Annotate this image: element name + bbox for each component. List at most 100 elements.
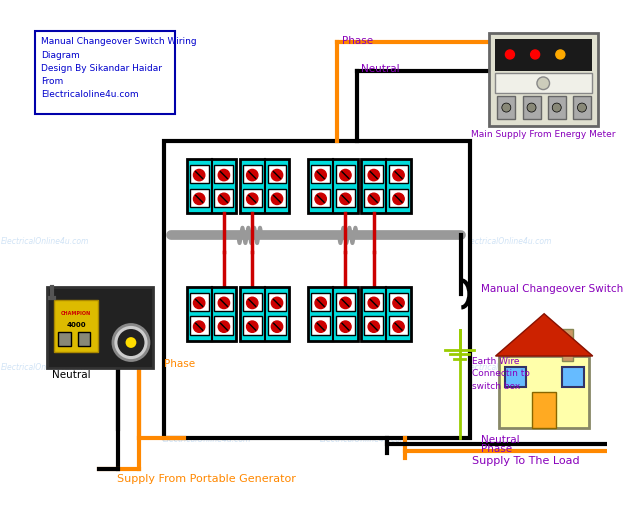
Bar — [362, 159, 411, 213]
Bar — [311, 292, 330, 311]
Polygon shape — [495, 314, 593, 356]
Text: ElectricalOnline4u.com: ElectricalOnline4u.com — [464, 363, 552, 372]
Bar — [189, 189, 209, 207]
Bar — [389, 317, 408, 335]
Bar — [389, 189, 408, 207]
Bar — [389, 165, 408, 183]
Circle shape — [531, 50, 540, 59]
Text: Phase: Phase — [164, 359, 195, 369]
Circle shape — [218, 297, 230, 308]
Text: ElectricalOnline4u.com: ElectricalOnline4u.com — [320, 363, 408, 372]
Circle shape — [393, 321, 404, 333]
Bar — [308, 159, 358, 213]
FancyBboxPatch shape — [35, 31, 175, 114]
Bar — [189, 292, 209, 311]
Text: Supply From Portable Generator: Supply From Portable Generator — [117, 474, 296, 484]
Text: Manual Changeover Switch: Manual Changeover Switch — [481, 284, 623, 293]
Bar — [78, 332, 90, 346]
Bar — [214, 189, 234, 207]
Circle shape — [246, 321, 258, 333]
Bar — [548, 96, 566, 119]
Bar — [214, 292, 234, 311]
Circle shape — [246, 170, 258, 181]
Circle shape — [315, 193, 326, 205]
Circle shape — [315, 297, 326, 308]
Circle shape — [218, 321, 230, 333]
Circle shape — [218, 170, 230, 181]
Text: ElectricalOnline4u.com: ElectricalOnline4u.com — [320, 237, 408, 246]
Text: ElectricalOnline4u.com: ElectricalOnline4u.com — [163, 363, 251, 372]
Circle shape — [271, 297, 283, 308]
Bar — [573, 96, 591, 119]
Bar — [497, 96, 515, 119]
Bar — [240, 159, 289, 213]
Bar — [532, 392, 556, 428]
Circle shape — [368, 321, 380, 333]
Circle shape — [193, 193, 205, 205]
Circle shape — [393, 297, 404, 308]
Bar — [268, 165, 287, 183]
FancyBboxPatch shape — [489, 33, 598, 126]
Bar — [164, 141, 470, 438]
Bar — [364, 189, 383, 207]
Text: Main Supply From Energy Meter: Main Supply From Energy Meter — [471, 130, 616, 139]
Circle shape — [537, 77, 550, 89]
Text: Neutral: Neutral — [362, 64, 400, 75]
Bar — [336, 292, 355, 311]
Bar — [389, 292, 408, 311]
Bar — [187, 287, 236, 341]
Bar — [495, 74, 592, 93]
Circle shape — [506, 50, 515, 59]
Bar — [54, 300, 98, 353]
Circle shape — [315, 170, 326, 181]
Text: Neutral: Neutral — [481, 435, 520, 445]
Bar — [243, 165, 262, 183]
Text: ElectricalOnline4u.com: ElectricalOnline4u.com — [464, 237, 552, 246]
Circle shape — [118, 329, 145, 356]
Bar — [311, 165, 330, 183]
Bar — [336, 189, 355, 207]
Bar — [189, 165, 209, 183]
Bar — [364, 317, 383, 335]
Bar — [243, 292, 262, 311]
Bar — [495, 39, 592, 70]
Bar — [189, 317, 209, 335]
Circle shape — [502, 103, 511, 112]
Bar — [187, 159, 236, 213]
Circle shape — [125, 337, 136, 348]
Circle shape — [556, 50, 565, 59]
Bar — [240, 287, 289, 341]
Text: Phase: Phase — [481, 444, 512, 454]
Circle shape — [271, 170, 283, 181]
Circle shape — [393, 193, 404, 205]
Circle shape — [315, 321, 326, 333]
Text: 4000: 4000 — [66, 322, 86, 327]
Text: ElectricalOnline4u.com: ElectricalOnline4u.com — [320, 435, 408, 444]
Text: ElectricalOnline4u.com: ElectricalOnline4u.com — [1, 237, 89, 246]
Circle shape — [368, 170, 380, 181]
Bar — [214, 317, 234, 335]
Bar — [364, 165, 383, 183]
Circle shape — [340, 193, 351, 205]
Bar — [499, 356, 589, 428]
Text: Phase: Phase — [342, 36, 372, 46]
Bar — [336, 165, 355, 183]
Circle shape — [368, 193, 380, 205]
Bar — [268, 317, 287, 335]
Bar — [362, 287, 411, 341]
Circle shape — [340, 297, 351, 308]
Text: Neutral: Neutral — [52, 370, 91, 379]
Text: ElectricalOnline4u.com: ElectricalOnline4u.com — [163, 237, 251, 246]
Circle shape — [193, 297, 205, 308]
Text: Earth Wire
Connectin to
switch box: Earth Wire Connectin to switch box — [472, 357, 530, 391]
Bar — [562, 329, 573, 360]
Circle shape — [340, 321, 351, 333]
Circle shape — [246, 193, 258, 205]
Bar — [268, 292, 287, 311]
Text: ElectricalOnline4u.com: ElectricalOnline4u.com — [1, 363, 89, 372]
Bar — [58, 332, 70, 346]
Circle shape — [393, 170, 404, 181]
Bar — [243, 317, 262, 335]
Text: CHAMPION: CHAMPION — [61, 311, 91, 316]
Circle shape — [271, 193, 283, 205]
